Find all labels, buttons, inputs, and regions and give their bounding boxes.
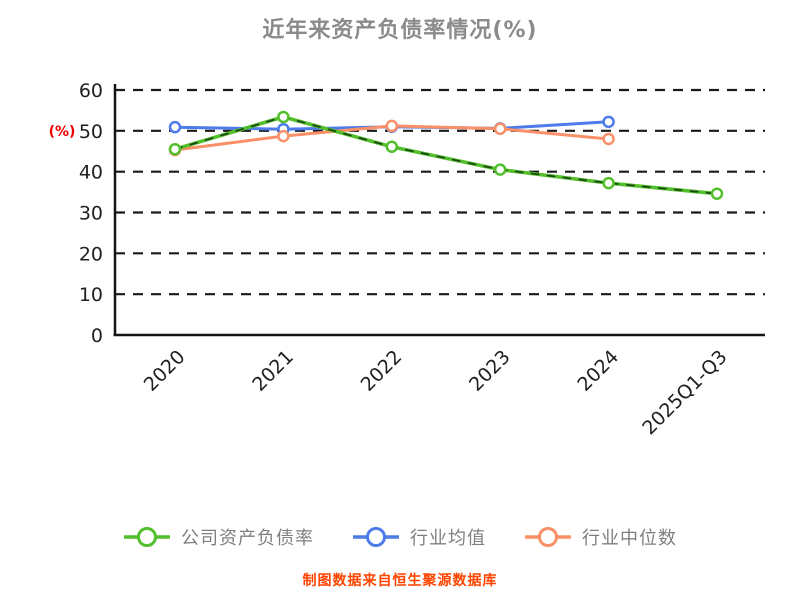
x-tick-label: 2022 bbox=[357, 346, 407, 396]
x-tick-label: 2020 bbox=[140, 346, 190, 396]
y-tick-label: 40 bbox=[79, 162, 103, 184]
x-tick-label: 2023 bbox=[465, 346, 515, 396]
chart-title: 近年来资产负债率情况(%) bbox=[262, 18, 538, 43]
data-point-marker-industry-median bbox=[602, 132, 615, 146]
x-tick-label: 2021 bbox=[248, 346, 298, 396]
legend-marker-company-icon bbox=[124, 527, 170, 547]
legend-marker-industry-average-icon bbox=[353, 527, 399, 547]
data-point-marker-industry-average bbox=[602, 115, 615, 129]
y-tick-label: 30 bbox=[79, 203, 103, 225]
line-chart-canvas: 0 10 20 30 40 50 60 (%) 2020 2021 2022 2023 2024 2025… bbox=[49, 80, 765, 439]
chart-legend: 公司资产负债率 行业均值 行业中位数 bbox=[0, 512, 800, 562]
chart-source-note: 制图数据来自恒生聚源数据库 bbox=[302, 573, 498, 589]
x-tick-label: 2024 bbox=[573, 346, 623, 396]
data-point-marker-company bbox=[277, 110, 290, 124]
legend-item-industry-median: 行业中位数 bbox=[524, 524, 677, 550]
legend-label-company: 公司资产负债率 bbox=[181, 528, 314, 549]
data-point-marker-industry-average bbox=[168, 120, 182, 134]
x-tick-label: 2025Q1-Q3 bbox=[638, 346, 731, 439]
y-tick-label: 50 bbox=[79, 121, 103, 143]
legend-item-industry-average: 行业均值 bbox=[352, 524, 486, 550]
data-point-marker-industry-median bbox=[385, 119, 399, 133]
data-point-marker-company bbox=[385, 140, 399, 154]
data-point-marker-company bbox=[710, 187, 724, 200]
legend-label-industry-average: 行业均值 bbox=[410, 528, 486, 549]
data-point-marker-company bbox=[168, 142, 182, 156]
data-point-marker-company bbox=[493, 163, 507, 176]
data-point-marker-industry-median bbox=[493, 122, 507, 136]
legend-marker-industry-median-icon bbox=[525, 527, 571, 547]
y-axis-unit-label: (%) bbox=[49, 124, 76, 140]
data-point-marker-company bbox=[602, 176, 615, 190]
legend-label-industry-median: 行业中位数 bbox=[582, 528, 677, 549]
series-line-dash-overlay-company bbox=[174, 116, 718, 195]
legend-item-company: 公司资产负债率 bbox=[123, 524, 314, 550]
y-tick-label: 0 bbox=[91, 325, 103, 347]
y-tick-label: 20 bbox=[79, 243, 103, 265]
y-tick-label: 10 bbox=[79, 284, 103, 306]
y-tick-label: 60 bbox=[79, 80, 103, 102]
data-point-marker-industry-median bbox=[277, 129, 290, 143]
